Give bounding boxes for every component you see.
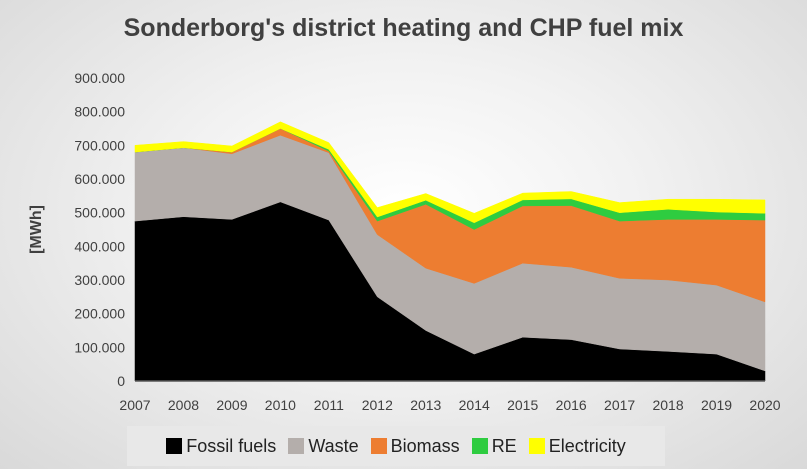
legend-label: Waste (308, 435, 359, 456)
x-tick-label: 2009 (216, 397, 247, 413)
y-tick-label: 100.000 (74, 339, 125, 355)
chart-title: Sonderborg's district heating and CHP fu… (123, 14, 684, 42)
legend-label: RE (491, 435, 517, 456)
legend-swatch (370, 438, 387, 454)
legend-item-electricity: Electricity (528, 435, 626, 457)
legend-label: Fossil fuels (186, 435, 277, 456)
y-tick-label: 400.000 (74, 238, 125, 254)
legend-label: Electricity (548, 435, 626, 456)
legend-item-waste: Waste (288, 435, 359, 457)
y-tick-label: 800.000 (74, 104, 125, 120)
x-tick-label: 2011 (314, 397, 344, 413)
y-axis-title: [MWh] (28, 205, 45, 254)
x-tick-label: 2014 (459, 397, 490, 413)
y-tick-label: 0 (117, 373, 125, 389)
x-tick-label: 2018 (652, 397, 683, 413)
x-tick-label: 2020 (749, 397, 780, 413)
legend-item-fossil-fuels: Fossil fuels (166, 436, 276, 457)
chart-legend: Fossil fuels Waste Biomass RE Electricity (127, 426, 665, 466)
y-tick-label: 700.000 (74, 137, 125, 153)
x-tick-label: 2017 (604, 397, 635, 413)
legend-label: Biomass (390, 435, 460, 456)
legend-item-re: RE (471, 435, 517, 457)
y-tick-label: 600.000 (74, 171, 125, 187)
legend-item-biomass: Biomass (370, 435, 460, 457)
area-chart: 0 100.000 200.000 300.000 400.000 500.000 600.… (28, 70, 781, 413)
x-tick-label: 2008 (168, 397, 199, 413)
y-tick-label: 900.000 (74, 70, 125, 86)
legend-swatch (166, 438, 183, 454)
x-tick-label: 2007 (119, 397, 150, 413)
x-tick-label: 2010 (265, 397, 296, 413)
y-tick-label: 300.000 (74, 272, 125, 288)
x-tick-label: 2015 (507, 397, 538, 413)
x-tick-label: 2012 (362, 397, 393, 413)
legend-swatch (288, 438, 305, 454)
y-tick-label: 200.000 (74, 306, 125, 322)
legend-swatch (528, 438, 545, 454)
x-tick-label: 2019 (701, 397, 732, 413)
y-tick-label: 500.000 (74, 205, 125, 221)
area-series-electricity (134, 121, 766, 224)
x-tick-label: 2016 (556, 397, 587, 413)
x-tick-label: 2013 (410, 397, 441, 413)
legend-swatch (471, 438, 488, 454)
